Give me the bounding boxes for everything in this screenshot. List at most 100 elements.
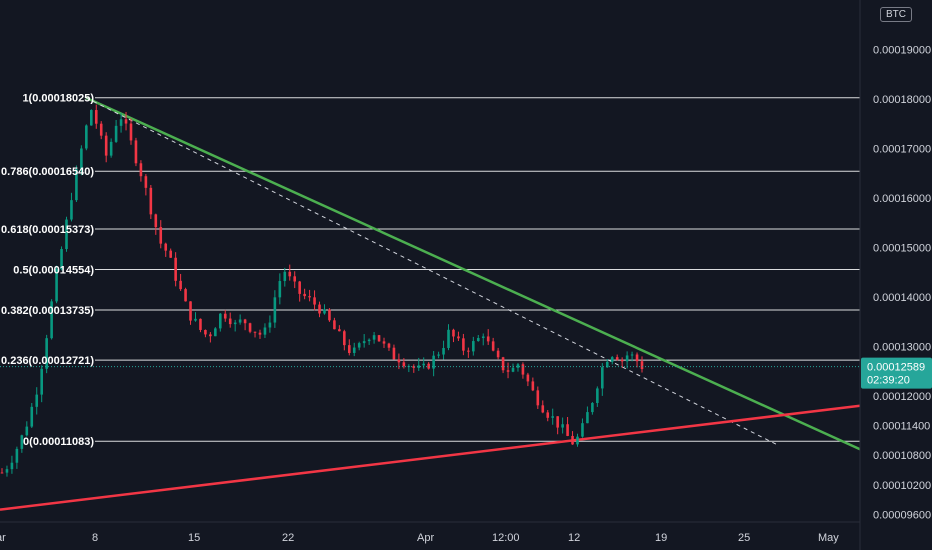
fib-level-label: 0.382(0.00013735) xyxy=(1,305,94,317)
y-tick-label: 0.00009600 xyxy=(873,510,931,522)
candle-body xyxy=(352,347,356,353)
last-price-box xyxy=(861,357,932,389)
candle-body xyxy=(50,301,53,339)
candle-body xyxy=(586,412,589,424)
price-axis[interactable]: 0.00019000 0.00018000 0.00017000 0.00016000… xyxy=(873,44,931,521)
candle-body xyxy=(154,214,158,228)
candle-body xyxy=(10,462,14,470)
candle-body xyxy=(199,318,202,330)
candle-body xyxy=(243,319,247,324)
fib-level-label: 0.5(0.00014554) xyxy=(13,264,94,276)
candle-body xyxy=(94,110,98,124)
candle-body xyxy=(536,390,540,406)
candle-body xyxy=(90,110,93,126)
candle-body xyxy=(571,435,574,445)
candle-body xyxy=(347,345,351,353)
candle-body xyxy=(40,368,43,395)
x-tick-label: 12 xyxy=(568,532,580,544)
candle-body xyxy=(119,119,123,126)
y-tick-label: 0.00010800 xyxy=(873,450,931,462)
candle-body xyxy=(55,269,58,302)
candle-body xyxy=(169,250,172,258)
last-price-value: 0.00012589 xyxy=(867,362,925,374)
candle-body xyxy=(526,374,530,382)
candle-body xyxy=(233,322,237,325)
candle-body xyxy=(566,424,569,436)
fib-level-label: 0(0.00011083) xyxy=(23,436,94,448)
candle-body xyxy=(313,297,316,305)
candle-body xyxy=(377,335,381,342)
candle-body xyxy=(462,338,465,351)
y-tick-label: 0.00010200 xyxy=(873,480,931,492)
candle-body xyxy=(124,119,128,124)
x-tick-label: 8 xyxy=(92,532,98,544)
fib-retracement[interactable] xyxy=(95,97,860,442)
candle-body xyxy=(253,331,257,333)
candle-body xyxy=(472,341,475,352)
candle-body xyxy=(447,329,450,348)
candle-body xyxy=(486,336,490,342)
y-tick-label: 0.00018000 xyxy=(873,94,931,106)
candle-body xyxy=(45,338,48,369)
candle-body xyxy=(308,296,311,298)
candle-body xyxy=(328,309,331,321)
candle-body xyxy=(596,388,599,403)
candle-body xyxy=(293,276,297,282)
candle-body xyxy=(114,125,118,142)
candle-body xyxy=(228,318,232,325)
y-tick-label: 0.00017000 xyxy=(873,143,931,155)
y-tick-label: 0.00012000 xyxy=(873,391,931,403)
candle-body xyxy=(521,364,525,375)
candle-body xyxy=(432,355,435,369)
candle-body xyxy=(204,329,207,335)
candle-body xyxy=(288,271,292,277)
candle-body xyxy=(278,281,282,298)
candle-body xyxy=(214,328,217,337)
candle-body xyxy=(501,357,505,371)
candle-body xyxy=(238,319,242,323)
candle-body xyxy=(546,412,550,418)
candle-body xyxy=(85,125,88,149)
candle-body xyxy=(268,322,272,328)
candle-body xyxy=(382,341,386,344)
trend-lines[interactable] xyxy=(0,96,861,511)
candle-body xyxy=(223,313,227,319)
currency-unit-badge[interactable]: BTC xyxy=(880,7,912,22)
candle-body xyxy=(174,257,177,281)
candle-body xyxy=(139,163,143,177)
time-axis[interactable]: ar 8 15 22 Apr 12:00 12 19 25 May xyxy=(0,532,839,544)
last-price-countdown: 02:39:20 xyxy=(867,375,910,387)
descending-resistance-line xyxy=(85,96,861,451)
fib-labels: 1(0.00018025) 0.786(0.00016540) 0.618(0.00… xyxy=(1,93,94,448)
candle-body xyxy=(392,347,396,360)
candle-body xyxy=(615,357,619,360)
candle-body xyxy=(263,327,267,335)
candle-body xyxy=(601,367,604,389)
candle-body xyxy=(422,363,426,366)
candle-body xyxy=(218,313,222,329)
candle-body xyxy=(457,336,460,339)
y-tick-label: 0.00014000 xyxy=(873,292,931,304)
candle-body xyxy=(303,293,306,297)
candle-body xyxy=(581,423,584,437)
candles xyxy=(0,104,644,477)
candle-body xyxy=(209,334,212,337)
x-tick-label: Apr xyxy=(417,532,434,544)
candle-body xyxy=(248,323,252,332)
x-tick-label: 12:00 xyxy=(492,532,520,544)
candle-body xyxy=(35,394,39,407)
candle-body xyxy=(437,354,440,356)
candle-body xyxy=(620,359,624,362)
fib-level-label: 0.618(0.00015373) xyxy=(1,224,94,236)
candle-body xyxy=(70,200,73,220)
candle-body xyxy=(576,436,579,445)
candle-body xyxy=(635,354,639,362)
candle-body xyxy=(184,289,187,302)
candle-body xyxy=(104,135,108,156)
candle-body xyxy=(5,469,9,473)
ascending-support-line xyxy=(0,404,861,511)
candle-body xyxy=(109,141,113,156)
candle-body xyxy=(417,365,421,368)
